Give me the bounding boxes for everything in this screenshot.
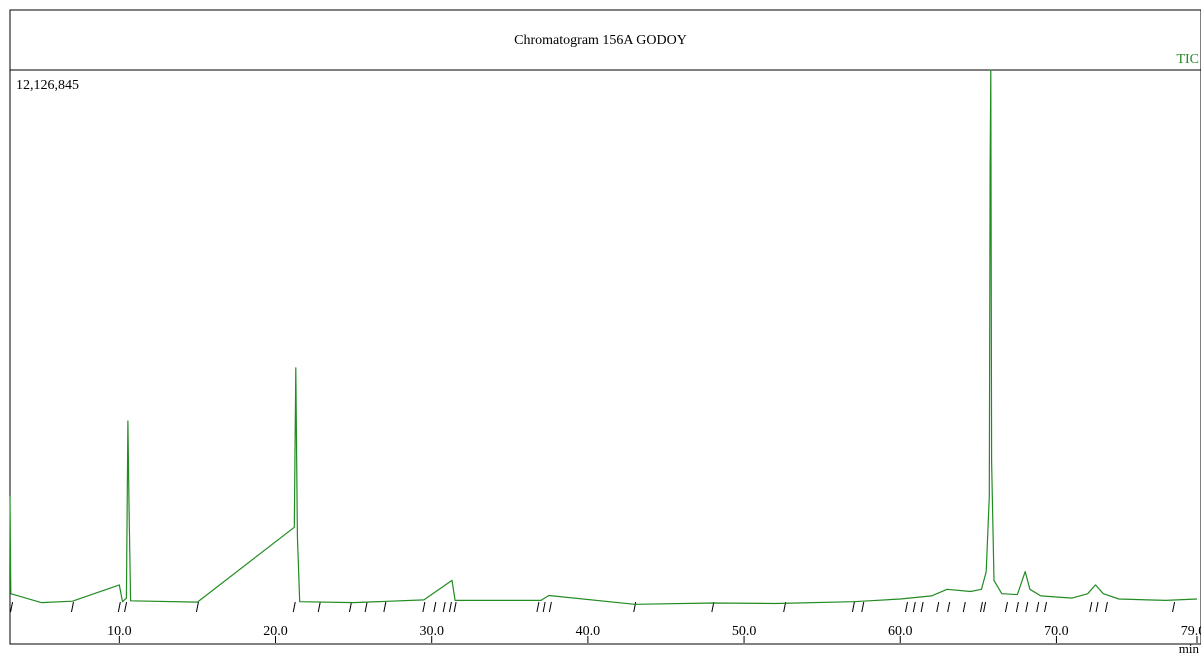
baseline-marker xyxy=(1036,601,1040,613)
baseline-marker xyxy=(936,601,940,613)
baseline-marker xyxy=(947,601,951,613)
baseline-marker xyxy=(711,601,715,613)
baseline-marker xyxy=(1044,601,1047,613)
baseline-marker xyxy=(861,601,865,613)
baseline-marker xyxy=(1004,601,1008,613)
trace-group xyxy=(9,69,1198,605)
y-max-label: 12,126,845 xyxy=(16,78,79,93)
baseline-marker xyxy=(292,601,296,613)
x-tick-label: 60.0 xyxy=(888,624,913,639)
baseline-marker xyxy=(912,601,916,613)
x-tick-label: 20.0 xyxy=(263,624,288,639)
baseline-marker xyxy=(536,601,540,613)
baseline-marker xyxy=(633,601,637,613)
baseline-marker xyxy=(364,601,368,613)
x-unit-label: min xyxy=(1178,641,1199,656)
baseline-marker xyxy=(317,601,321,613)
baseline-marker xyxy=(979,601,983,613)
baseline-marker xyxy=(1104,601,1108,613)
baseline-marker xyxy=(124,601,128,613)
baseline-marker xyxy=(70,601,74,613)
baseline-marker xyxy=(1172,601,1176,613)
baseline-marker xyxy=(548,601,552,613)
baseline-marker xyxy=(1095,601,1099,613)
x-tick-label: 10.0 xyxy=(107,624,132,639)
baseline-marker xyxy=(10,601,14,613)
outer-frame xyxy=(9,9,1201,645)
tic-trace-line xyxy=(9,69,1198,605)
baseline-marker xyxy=(851,601,855,613)
baseline-marker xyxy=(448,601,452,613)
baseline-marker xyxy=(905,601,908,613)
baseline-marker xyxy=(962,601,966,613)
x-tick-label: 79.0 xyxy=(1181,624,1201,639)
baseline-marker xyxy=(920,601,924,613)
x-tick-label: 30.0 xyxy=(419,624,444,639)
baseline-marker xyxy=(195,601,199,613)
baseline-marker xyxy=(383,601,387,613)
baseline-marker xyxy=(117,601,121,613)
baseline-marker xyxy=(1089,601,1093,613)
baseline-marker xyxy=(983,601,987,613)
baseline-marker xyxy=(348,601,352,613)
baseline-marker xyxy=(1025,601,1029,613)
x-axis: 10.0 20.0 30.0 40.0 50.0 60.0 70.0 79.0 xyxy=(107,624,1201,643)
baseline-marker xyxy=(542,601,546,613)
chart-title: Chromatogram 156A GODOY xyxy=(514,33,687,48)
baseline-markers xyxy=(10,601,1176,613)
baseline-marker xyxy=(1015,601,1019,613)
baseline-marker xyxy=(453,601,457,613)
x-tick-label: 50.0 xyxy=(732,624,757,639)
baseline-marker xyxy=(422,601,426,613)
x-tick-label: 70.0 xyxy=(1044,624,1069,639)
baseline-marker xyxy=(433,601,437,613)
series-label: TIC xyxy=(1176,52,1199,67)
baseline-marker xyxy=(442,601,446,613)
x-tick-label: 40.0 xyxy=(576,624,601,639)
